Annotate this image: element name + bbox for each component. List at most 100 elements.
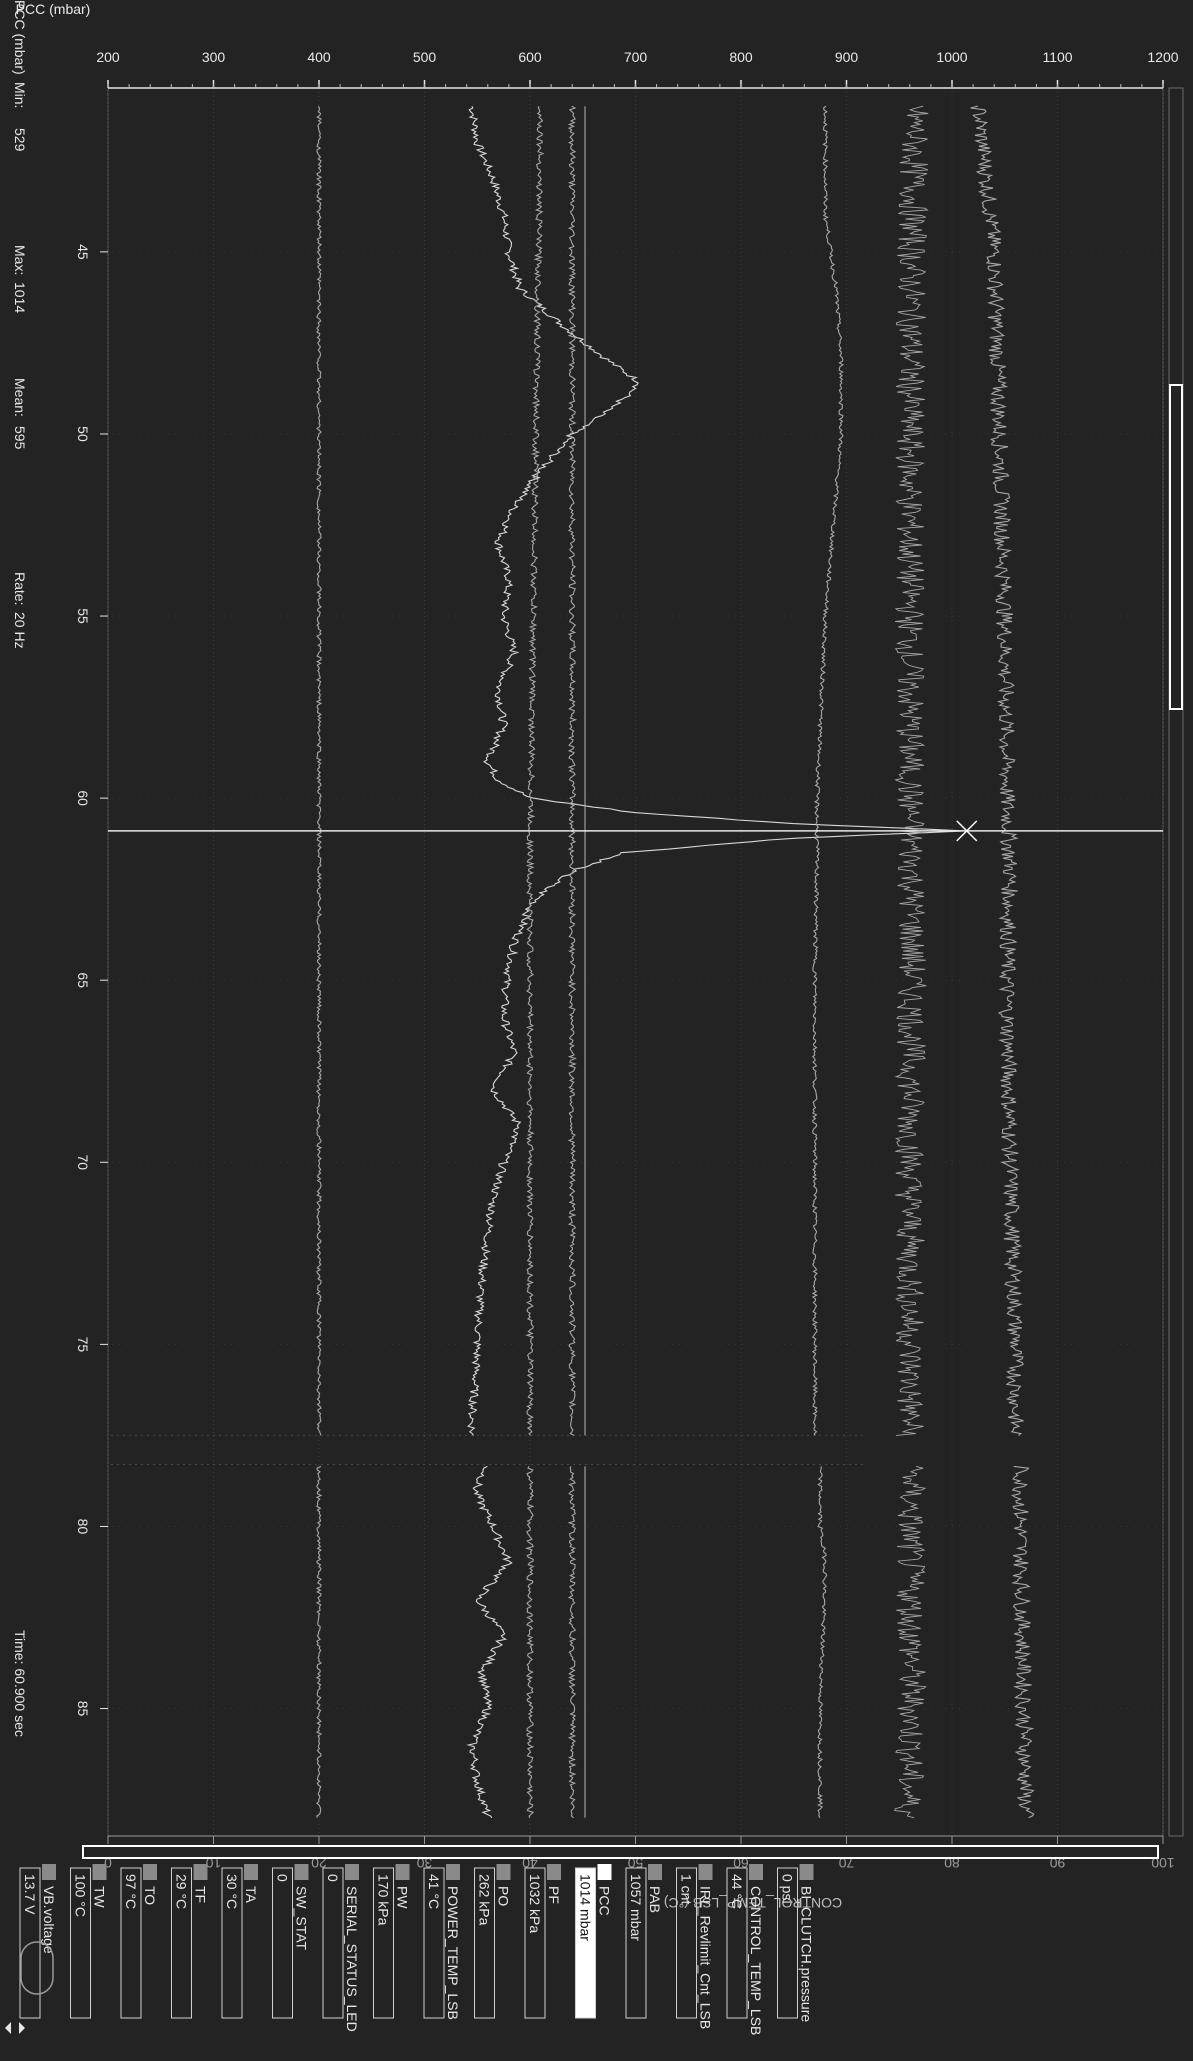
channel-color-swatch bbox=[547, 1864, 561, 1880]
channel-value: 13.7 V bbox=[22, 1874, 38, 1915]
cursor-marker-icon bbox=[956, 820, 978, 842]
channel-name: POWER_TEMP_LSB bbox=[445, 1886, 461, 2020]
channel-value: 170 kPa bbox=[376, 1874, 392, 1926]
series-line bbox=[811, 105, 844, 1436]
channel-value-box bbox=[171, 1867, 192, 2019]
stats-rate-value: 20 Hz bbox=[12, 612, 28, 649]
channel-value-box bbox=[474, 1867, 495, 2019]
channel-color-swatch bbox=[294, 1864, 309, 1880]
stats-mean-label: Mean: bbox=[12, 378, 28, 417]
time-tick-label: 45 bbox=[75, 244, 91, 260]
pcc-axis-title: PCC (mbar) bbox=[16, 1, 91, 17]
time-tick-label: 70 bbox=[75, 1155, 91, 1171]
series-line bbox=[893, 1465, 927, 1819]
series-pf bbox=[893, 105, 929, 1819]
channel-name: TA bbox=[243, 1886, 259, 1904]
pcc-tick-label: 200 bbox=[96, 49, 120, 65]
stats-min-label: Min: bbox=[12, 82, 28, 108]
channel-value: 29 °C bbox=[174, 1874, 190, 1909]
series-pcc bbox=[466, 105, 965, 1819]
channel-color-swatch bbox=[92, 1864, 107, 1880]
scroll-arrows-icon[interactable] bbox=[5, 2022, 25, 2034]
channel-color-swatch bbox=[395, 1864, 410, 1880]
series-line bbox=[467, 105, 965, 1436]
channel-value: 97 °C bbox=[123, 1874, 139, 1909]
channel-value: 1032 kPa bbox=[527, 1874, 543, 1933]
pcc-tick-label: 1100 bbox=[1042, 49, 1072, 65]
channel-name: TW bbox=[92, 1886, 108, 1909]
channel-value-box bbox=[777, 1867, 798, 2019]
channel-name: CONTROL_TEMP_LSB bbox=[748, 1886, 764, 2035]
channel-color-swatch bbox=[597, 1864, 612, 1880]
series-po bbox=[811, 105, 844, 1819]
pcc-tick-label: 600 bbox=[518, 49, 542, 65]
series-line bbox=[466, 1465, 513, 1819]
channel-value-box bbox=[272, 1867, 293, 2019]
series-ta bbox=[524, 106, 545, 1818]
channel-name: PAB bbox=[647, 1886, 663, 1913]
control-temp-tick-label: 0 bbox=[104, 1855, 112, 1871]
pcc-tick-label: 1200 bbox=[1147, 49, 1178, 65]
series-layer bbox=[315, 105, 1035, 1819]
channel-color-swatch bbox=[496, 1864, 511, 1880]
channel-value: 262 kPa bbox=[477, 1874, 493, 1926]
overview-scrollbar-track[interactable] bbox=[1168, 87, 1184, 1837]
series-line bbox=[567, 105, 578, 1436]
time-tick-label: 80 bbox=[75, 1519, 91, 1535]
channel-name: PO bbox=[496, 1886, 512, 1906]
channel-name: PCC bbox=[597, 1886, 613, 1916]
channel-value: 1057 mbar bbox=[628, 1874, 644, 1941]
time-tick-label: 85 bbox=[75, 1701, 91, 1717]
channel-name: PF bbox=[546, 1886, 562, 1904]
time-tick-label: 55 bbox=[75, 608, 91, 624]
channel-color-swatch bbox=[749, 1864, 763, 1880]
channel-value: 41 °C bbox=[426, 1874, 442, 1909]
channel-value: 1 cnt bbox=[679, 1874, 695, 1904]
channel-value-box bbox=[221, 1867, 243, 2019]
channel-value: 100 °C bbox=[73, 1874, 89, 1917]
channel-value-box bbox=[676, 1867, 697, 2019]
channel-name: TF bbox=[193, 1886, 209, 1903]
series-line bbox=[525, 106, 545, 1436]
series-pab bbox=[970, 105, 1035, 1819]
channel-color-swatch bbox=[42, 1864, 56, 1880]
pcc-tick-label: 400 bbox=[307, 49, 331, 65]
channel-value: 0 bbox=[275, 1874, 291, 1882]
record-toggle-icon[interactable] bbox=[20, 1941, 54, 1995]
channel-name: SERIAL_STATUS_LED bbox=[344, 1886, 360, 2032]
stats-channel-label: PCC (mbar) bbox=[12, 0, 28, 75]
channel-name: SW_STAT bbox=[294, 1886, 310, 1950]
time-tick-label: 65 bbox=[75, 972, 91, 988]
series-tf bbox=[315, 105, 323, 1818]
pcc-tick-label: 300 bbox=[202, 49, 226, 65]
channel-name: BI_CLUTCH.pressure bbox=[799, 1886, 815, 2022]
series-line bbox=[524, 1466, 535, 1818]
channel-value-box bbox=[120, 1867, 142, 2019]
series-line bbox=[970, 105, 1024, 1436]
channel-color-swatch bbox=[446, 1864, 460, 1880]
overview-scrollbar-thumb[interactable] bbox=[1169, 384, 1183, 710]
channel-color-swatch bbox=[143, 1864, 157, 1880]
channel-name: PW bbox=[395, 1886, 411, 1909]
channel-name: TO bbox=[142, 1886, 158, 1905]
channel-color-swatch bbox=[648, 1864, 662, 1880]
